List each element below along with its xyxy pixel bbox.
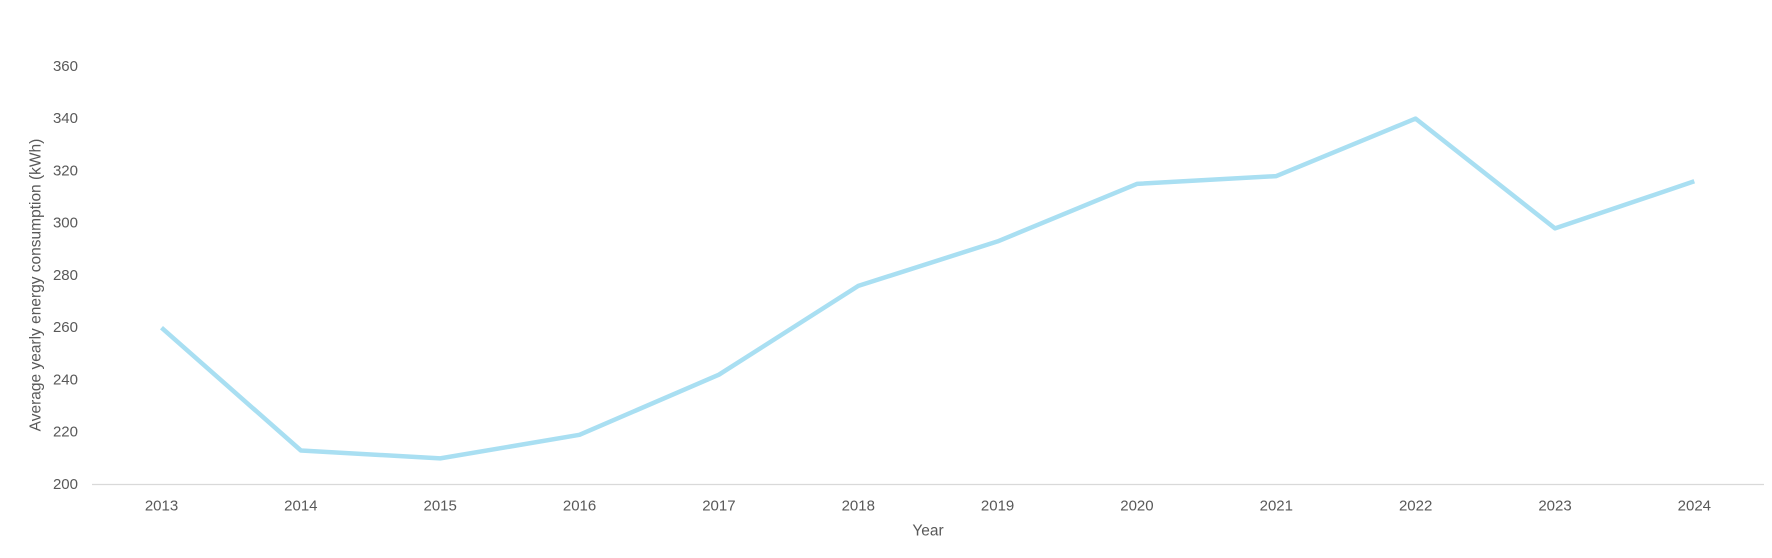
y-axis-title: Average yearly energy consumption (kWh) bbox=[28, 139, 45, 432]
y-tick-label: 260 bbox=[53, 319, 78, 336]
x-tick-label: 2022 bbox=[1399, 498, 1432, 515]
y-tick-label: 240 bbox=[53, 371, 78, 388]
y-tick-label: 360 bbox=[53, 58, 78, 75]
y-tick-label: 320 bbox=[53, 162, 78, 179]
y-tick-label: 220 bbox=[53, 424, 78, 441]
x-tick-label: 2014 bbox=[284, 498, 317, 515]
x-tick-label: 2017 bbox=[702, 498, 735, 515]
x-tick-label: 2023 bbox=[1538, 498, 1571, 515]
y-tick-label: 300 bbox=[53, 215, 78, 232]
x-tick-label: 2020 bbox=[1120, 498, 1153, 515]
y-tick-label: 200 bbox=[53, 476, 78, 493]
y-tick-label: 340 bbox=[53, 110, 78, 127]
x-tick-label: 2013 bbox=[145, 498, 178, 515]
y-tick-label: 280 bbox=[53, 267, 78, 284]
x-axis-title: Year bbox=[912, 523, 943, 540]
x-tick-label: 2024 bbox=[1678, 498, 1711, 515]
x-tick-label: 2016 bbox=[563, 498, 596, 515]
energy-consumption-series-line bbox=[160, 116, 1696, 461]
x-tick-label: 2021 bbox=[1260, 498, 1293, 515]
x-tick-label: 2019 bbox=[981, 498, 1014, 515]
x-tick-label: 2015 bbox=[424, 498, 457, 515]
x-tick-label: 2018 bbox=[842, 498, 875, 515]
